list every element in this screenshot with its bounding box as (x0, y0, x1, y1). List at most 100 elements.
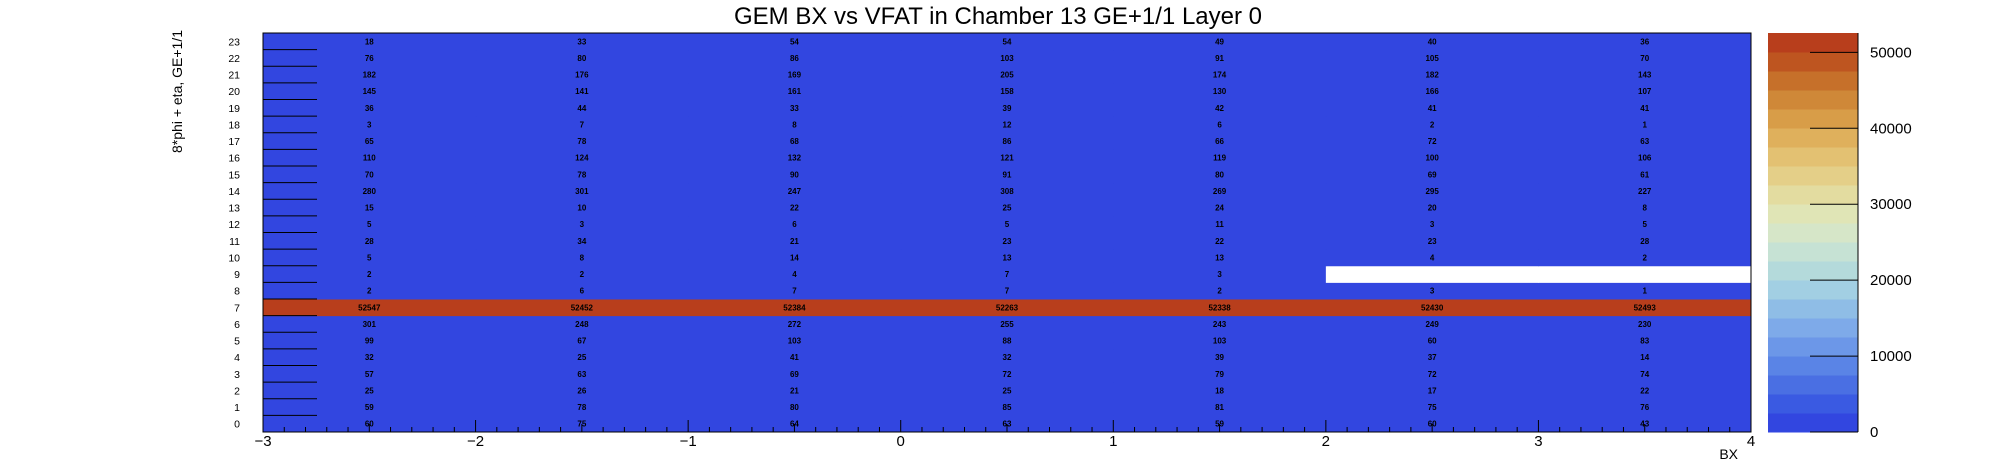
heatmap-cell (263, 116, 477, 134)
heatmap-cell (688, 199, 902, 217)
heatmap-cell (900, 33, 1114, 51)
heatmap-cell (688, 49, 902, 67)
cell-value-label: 52493 (1634, 303, 1657, 312)
heatmap-cell (1538, 33, 1752, 51)
heatmap-cell (688, 382, 902, 400)
heatmap-cell (1538, 99, 1752, 117)
cell-value-label: 5 (1005, 220, 1010, 229)
cell-value-label: 5 (367, 220, 372, 229)
cell-value-label: 26 (577, 386, 586, 395)
heatmap-cell (688, 365, 902, 383)
heatmap-cell (688, 182, 902, 200)
cell-value-label: 166 (1425, 87, 1439, 96)
heatmap-cell (475, 348, 689, 366)
cell-value-label: 3 (1430, 220, 1435, 229)
color-scale-segment (1768, 185, 1858, 205)
cell-value-label: 174 (1213, 71, 1227, 80)
y-tick-label: 0 (234, 419, 240, 431)
heatmap-cell (1538, 116, 1752, 134)
cell-value-label: 2 (1430, 120, 1435, 129)
cell-value-label: 91 (1003, 170, 1012, 179)
cell-value-label: 106 (1638, 154, 1652, 163)
heatmap-cell (900, 299, 1114, 317)
cell-value-label: 10 (577, 204, 586, 213)
cell-value-label: 143 (1638, 71, 1652, 80)
heatmap-cell (263, 49, 477, 67)
heatmap-cell (1538, 66, 1752, 84)
cell-value-label: 99 (365, 337, 374, 346)
cell-value-label: 57 (365, 370, 374, 379)
color-scale-tick-label: 10000 (1870, 348, 1912, 365)
heatmap-cell (688, 66, 902, 84)
heatmap-cell (1113, 232, 1327, 250)
heatmap-cell (263, 315, 477, 333)
heatmap-cell (1538, 299, 1752, 317)
cell-value-label: 280 (363, 187, 377, 196)
heatmap-cell (263, 265, 477, 283)
cell-value-label: 11 (1215, 220, 1224, 229)
cell-value-label: 41 (1640, 104, 1649, 113)
heatmap-cell (1113, 315, 1327, 333)
cell-value-label: 74 (1640, 370, 1649, 379)
heatmap-cell (900, 282, 1114, 300)
x-tick-label: 1 (1109, 433, 1117, 450)
heatmap-cell (263, 182, 477, 200)
cell-value-label: 52430 (1421, 303, 1444, 312)
y-tick-label: 21 (228, 70, 240, 82)
cell-value-label: 72 (1003, 370, 1012, 379)
heatmap-cell (1113, 265, 1327, 283)
color-scale-tick-label: 20000 (1870, 272, 1912, 289)
heatmap-cell (1538, 132, 1752, 150)
heatmap-cell (1538, 332, 1752, 350)
cell-value-label: 63 (577, 370, 586, 379)
cell-value-label: 6 (792, 220, 797, 229)
heatmap-cell (688, 299, 902, 317)
cell-value-label: 15 (365, 204, 374, 213)
color-scale-tick-label: 30000 (1870, 196, 1912, 213)
cell-value-label: 121 (1000, 154, 1014, 163)
y-tick-label: 13 (228, 203, 240, 215)
cell-value-label: 130 (1213, 87, 1227, 96)
x-tick-label: −2 (467, 433, 484, 450)
heatmap-cell (688, 166, 902, 184)
cell-value-label: 182 (1425, 71, 1439, 80)
cell-value-label: 90 (790, 170, 799, 179)
cell-value-label: 69 (790, 370, 799, 379)
cell-value-label: 243 (1213, 320, 1227, 329)
cell-value-label: 28 (1640, 237, 1649, 246)
cell-value-label: 52547 (358, 303, 381, 312)
cell-value-label: 32 (1003, 353, 1012, 362)
color-scale-segment (1768, 242, 1858, 262)
cell-value-label: 161 (788, 87, 802, 96)
cell-value-label: 21 (790, 386, 799, 395)
cell-value-label: 103 (1213, 337, 1227, 346)
color-scale-segment (1768, 128, 1858, 148)
heatmap-cell (688, 332, 902, 350)
cell-value-label: 66 (1215, 137, 1224, 146)
y-tick-label: 9 (234, 269, 240, 281)
heatmap-cell (1325, 166, 1539, 184)
heatmap-cell (688, 265, 902, 283)
color-scale-segment (1768, 109, 1858, 129)
heatmap-cell (263, 66, 477, 84)
heatmap-cell (263, 299, 477, 317)
heatmap-cell (1113, 382, 1327, 400)
heatmap-cell (900, 99, 1114, 117)
y-tick-label: 5 (234, 336, 240, 348)
heatmap-cell (475, 299, 689, 317)
heatmap-cell (263, 132, 477, 150)
cell-value-label: 3 (1430, 287, 1435, 296)
cell-value-label: 6 (1217, 120, 1222, 129)
heatmap-cell (475, 132, 689, 150)
heatmap-cell (475, 282, 689, 300)
color-scale-segment (1768, 261, 1858, 281)
color-scale-segment (1768, 394, 1858, 414)
cell-value-label: 7 (1005, 270, 1010, 279)
cell-value-label: 86 (1003, 137, 1012, 146)
heatmap-cell (900, 215, 1114, 233)
x-axis: −3 −2 −1 0 1 2 3 4 (254, 420, 1755, 450)
heatmap-cell (900, 149, 1114, 167)
cell-value-label: 70 (365, 170, 374, 179)
cell-value-label: 25 (365, 386, 374, 395)
cell-value-label: 103 (788, 337, 802, 346)
